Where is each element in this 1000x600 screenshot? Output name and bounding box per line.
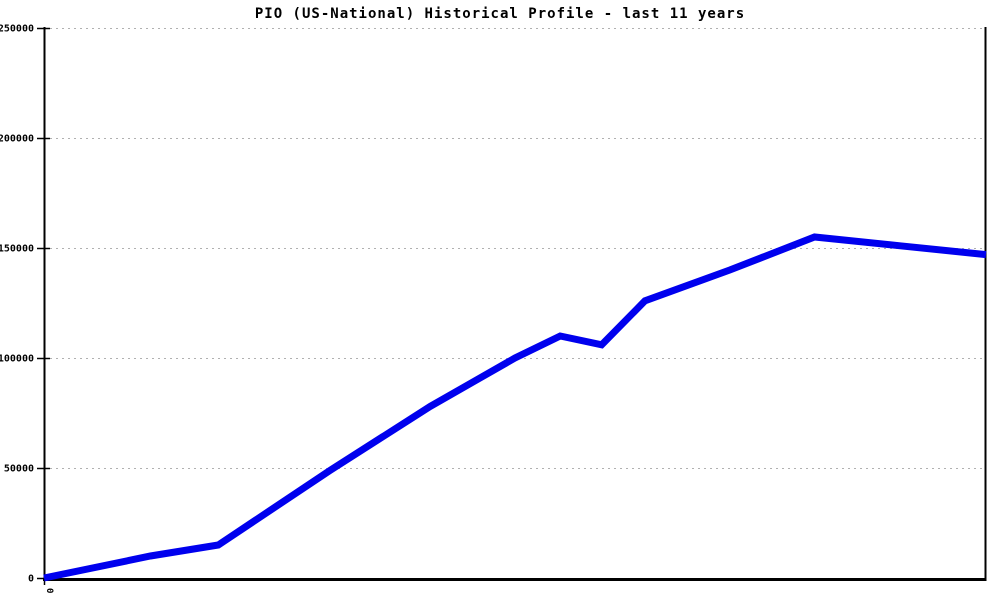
y-tick-label: 50000 — [4, 464, 34, 475]
y-tick-label: 100000 — [0, 354, 34, 365]
horizontal-gridlines — [50, 28, 984, 469]
y-axis-labels: 0 50000 100000 150000 200000 250000 — [0, 24, 34, 585]
y-tick-label: 0 — [28, 574, 34, 585]
y-tick-label: 150000 — [0, 244, 34, 255]
data-series-line — [43, 233, 987, 582]
chart-title: PIO (US-National) Historical Profile - l… — [254, 6, 746, 22]
axes — [43, 27, 987, 585]
x-axis-labels: 0 — [44, 588, 54, 593]
x-tick-label: 0 — [44, 588, 54, 593]
y-tick-label: 200000 — [0, 134, 34, 145]
y-tick-label: 250000 — [0, 24, 34, 35]
